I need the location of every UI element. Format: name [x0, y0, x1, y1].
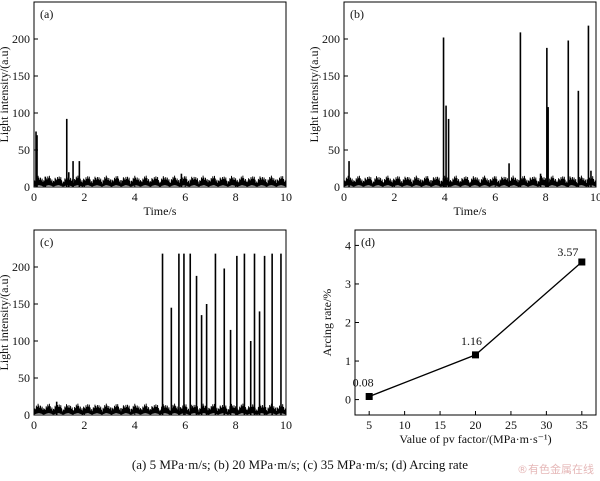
x-tick-label: 8	[233, 418, 239, 432]
y-tick-label: 150	[12, 297, 30, 311]
x-tick-label: 5	[366, 418, 372, 432]
x-tick-label: 6	[492, 190, 498, 204]
panel-d: 5 10 15 20 25 30 35 0 1 2 3 4 (d) Value of pv factor/…	[320, 229, 597, 446]
signal-trace	[33, 403, 287, 415]
x-tick-label: 2	[81, 418, 87, 432]
x-tick-label: 6	[182, 190, 188, 204]
x-tick-label: 0	[31, 418, 37, 432]
x-axis-label: Time/s	[144, 204, 177, 218]
y-tick-label: 200	[12, 32, 30, 46]
y-tick-label: 50	[18, 371, 30, 385]
signal-trace	[343, 175, 597, 187]
data-label: 1.16	[461, 334, 482, 348]
series-line	[368, 261, 583, 398]
plot-frame	[33, 229, 287, 416]
data-point	[472, 351, 479, 359]
panel-label: (c)	[40, 235, 53, 249]
y-tick-label: 200	[12, 260, 30, 274]
figure-caption: (a) 5 MPa·m/s; (b) 20 MPa·m/s; (c) 35 MP…	[131, 457, 469, 472]
y-tick-label: 50	[18, 143, 30, 157]
x-tick-label: 10	[280, 418, 292, 432]
x-axis-label: Value of pv factor/(MPa·m·s⁻¹)	[399, 432, 551, 446]
y-tick-label: 150	[322, 69, 340, 83]
x-tick-label: 6	[182, 418, 188, 432]
y-tick-label: 0	[334, 180, 340, 194]
y-tick-label: 100	[12, 334, 30, 348]
y-axis-label: Light intensity/(a.u)	[0, 47, 11, 143]
x-tick-label: 0	[31, 190, 37, 204]
y-tick-label: 0	[24, 408, 30, 422]
x-tick-label: 2	[81, 190, 87, 204]
y-axis-label: Light intensity/(a.u)	[0, 275, 11, 371]
panel-label: (a)	[40, 7, 53, 21]
x-tick-label: 15	[434, 418, 446, 432]
y-tick-label: 2	[345, 316, 351, 330]
y-tick-label: 50	[328, 143, 340, 157]
data-point	[578, 258, 586, 266]
x-tick-label: 4	[132, 418, 138, 432]
y-tick-label: 0	[345, 393, 351, 407]
plot-frame	[343, 1, 597, 188]
x-tick-label: 0	[341, 190, 347, 204]
x-axis-label: Time/s	[454, 204, 487, 218]
y-tick-label: 100	[322, 106, 340, 120]
y-tick-label: 1	[345, 354, 351, 368]
y-tick-label: 150	[12, 69, 30, 83]
x-tick-label: 4	[132, 190, 138, 204]
x-tick-label: 8	[543, 190, 549, 204]
x-tick-label: 10	[590, 190, 600, 204]
x-tick-label: 10	[280, 190, 292, 204]
y-axis-label: Arcing rate/%	[320, 289, 334, 357]
signal-trace	[33, 175, 287, 187]
y-tick-label: 3	[345, 277, 351, 291]
panel-label: (d)	[361, 235, 375, 249]
x-tick-label: 4	[442, 190, 448, 204]
y-tick-label: 4	[345, 238, 351, 252]
y-tick-label: 100	[12, 106, 30, 120]
x-tick-label: 10	[399, 418, 411, 432]
data-point	[365, 393, 373, 400]
x-tick-label: 2	[391, 190, 397, 204]
watermark: ®有色金属在线	[517, 463, 594, 476]
data-label: 0.08	[353, 376, 374, 390]
y-tick-label: 200	[322, 32, 340, 46]
y-axis-label: Light intensity/(a.u)	[307, 47, 321, 143]
x-tick-label: 35	[576, 418, 588, 432]
x-tick-label: 30	[540, 418, 552, 432]
panel-label: (b)	[350, 7, 364, 21]
data-label: 3.57	[557, 245, 578, 259]
y-tick-label: 0	[24, 180, 30, 194]
plot-frame	[33, 1, 287, 188]
x-tick-label: 25	[505, 418, 517, 432]
x-tick-label: 20	[470, 418, 482, 432]
x-tick-label: 8	[233, 190, 239, 204]
